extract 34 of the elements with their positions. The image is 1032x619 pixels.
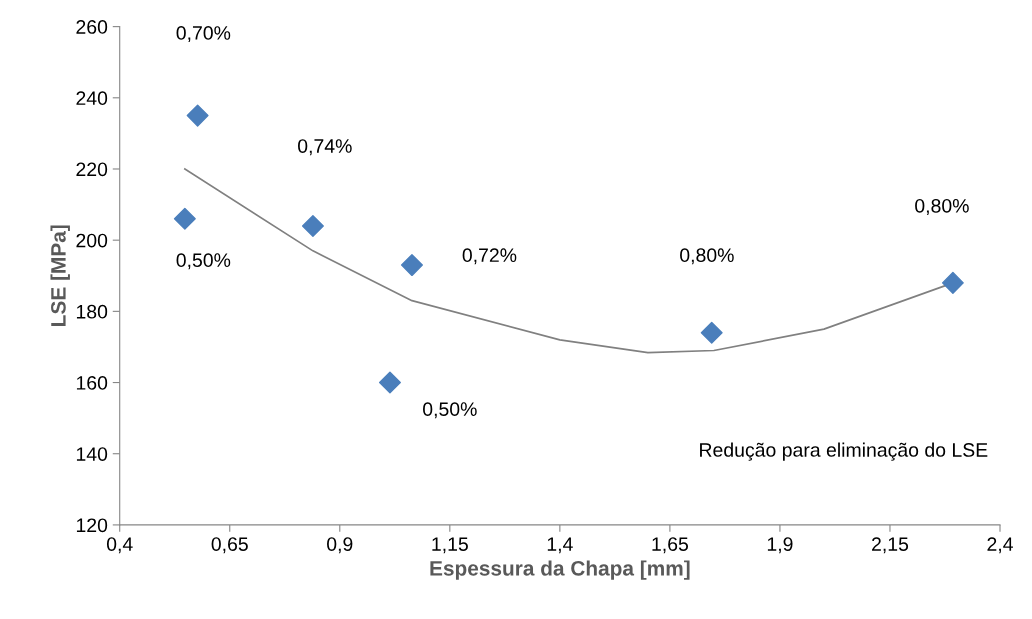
annotation: 0,50% bbox=[423, 402, 477, 419]
x-tick-label: 0,4 bbox=[106, 537, 133, 554]
y-tick-label: 220 bbox=[76, 162, 108, 177]
y-axis-title: LSE [MPa] bbox=[50, 225, 70, 326]
point bbox=[186, 104, 209, 127]
annotation: Redução para eliminação do LSE bbox=[700, 442, 988, 461]
x-tick-label: 2,15 bbox=[872, 537, 909, 554]
x-axis-title: Espessura da Chapa [mm] bbox=[430, 560, 690, 580]
annotation: 0,80% bbox=[915, 198, 969, 216]
annotation: 0,80% bbox=[680, 248, 734, 265]
x-tick-label: 1,15 bbox=[432, 537, 468, 554]
annotation: 0,50% bbox=[176, 253, 231, 270]
x-tick-label: 1,4 bbox=[547, 537, 573, 554]
annotation: 0,70% bbox=[176, 26, 231, 43]
point bbox=[301, 214, 324, 237]
y-tick-label: 120 bbox=[76, 518, 108, 533]
point bbox=[941, 271, 964, 294]
x-tick-label: 1,9 bbox=[767, 537, 793, 554]
annotation: 0,72% bbox=[462, 248, 517, 265]
point bbox=[400, 254, 423, 277]
point bbox=[700, 321, 723, 344]
y-tick-label: 140 bbox=[76, 447, 108, 461]
annotation: 0,74% bbox=[298, 139, 352, 156]
point bbox=[173, 207, 196, 230]
x-tick-label: 0,65 bbox=[211, 537, 248, 554]
x-tick-label: 0,9 bbox=[327, 537, 353, 554]
y-tick-label: 160 bbox=[76, 376, 108, 390]
x-tick-label: 1,65 bbox=[652, 537, 689, 554]
x-tick-label: 2,4 bbox=[987, 537, 1013, 554]
y-tick-label: 180 bbox=[76, 304, 108, 319]
y-tick-label: 240 bbox=[76, 91, 108, 106]
y-tick-label: 200 bbox=[76, 233, 108, 248]
y-tick-label: 260 bbox=[76, 20, 108, 34]
point bbox=[378, 371, 401, 394]
